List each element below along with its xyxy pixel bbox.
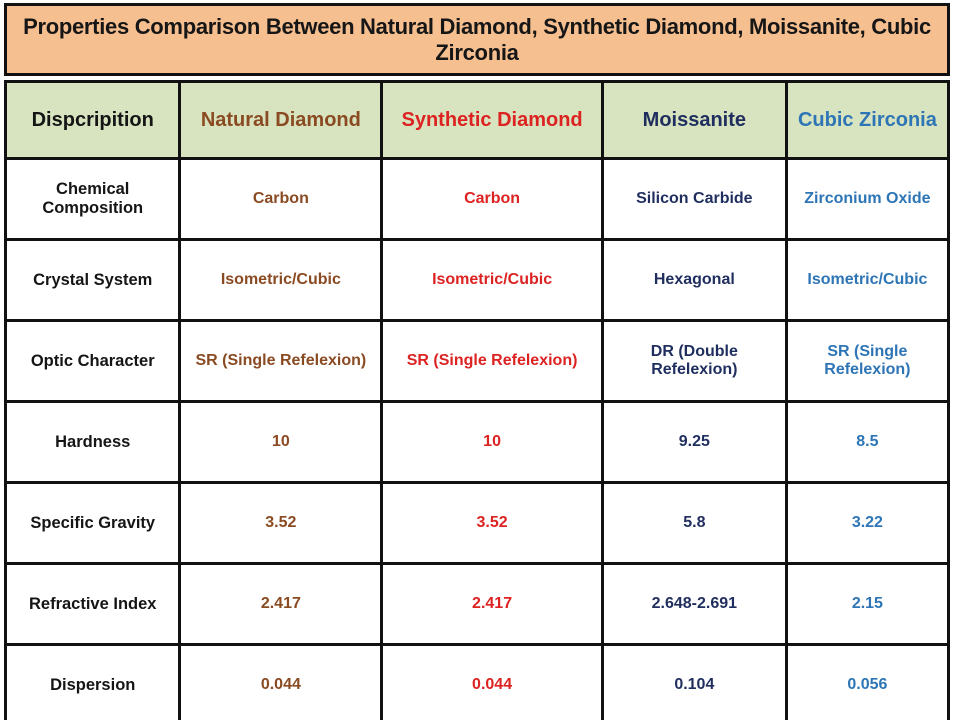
page-title: Properties Comparison Between Natural Di… xyxy=(23,13,931,65)
value-cell: 2.648-2.691 xyxy=(600,562,788,646)
value-cell: Hexagonal xyxy=(600,238,788,322)
property-name-cell: Refractive Index xyxy=(3,562,182,646)
table-row: Chemical Composition Carbon Carbon Silicon … xyxy=(3,157,951,241)
column-header: Moissanite xyxy=(600,80,788,160)
value-cell: Carbon xyxy=(178,157,384,241)
table-row: Specific Gravity 3.52 3.52 5.8 3.22 xyxy=(3,481,951,565)
table-header-row: Dispcripition Natural Diamond Synthetic … xyxy=(3,80,951,160)
property-name-cell: Chemical Composition xyxy=(3,157,182,241)
property-name-cell: Specific Gravity xyxy=(3,481,182,565)
property-name-cell: Hardness xyxy=(3,400,182,484)
table-row: Crystal System Isometric/Cubic Isometric/C… xyxy=(3,238,951,322)
table-body: Chemical Composition Carbon Carbon Silicon … xyxy=(3,157,951,720)
value-cell: Silicon Carbide xyxy=(600,157,788,241)
column-header: Cubic Zirconia xyxy=(784,80,951,160)
table-row: Hardness 10 10 9.25 8.5 xyxy=(3,400,951,484)
table-row: Dispersion 0.044 0.044 0.104 0.056 xyxy=(3,643,951,720)
value-cell: 0.056 xyxy=(784,643,951,720)
column-header: Synthetic Diamond xyxy=(380,80,604,160)
value-cell: SR (Single Refelexion) xyxy=(380,319,604,403)
value-cell: 10 xyxy=(178,400,384,484)
properties-comparison-table: Dispcripition Natural Diamond Synthetic … xyxy=(3,80,951,720)
value-cell: Isometric/Cubic xyxy=(380,238,604,322)
value-cell: 5.8 xyxy=(600,481,788,565)
value-cell: 3.52 xyxy=(380,481,604,565)
property-name-cell: Dispersion xyxy=(3,643,182,720)
value-cell: 0.104 xyxy=(600,643,788,720)
value-cell: 10 xyxy=(380,400,604,484)
value-cell: 2.417 xyxy=(178,562,384,646)
value-cell: 0.044 xyxy=(178,643,384,720)
title-bar: Properties Comparison Between Natural Di… xyxy=(4,3,950,76)
column-header: Dispcripition xyxy=(3,80,182,160)
value-cell: 0.044 xyxy=(380,643,604,720)
value-cell: 3.52 xyxy=(178,481,384,565)
column-header: Natural Diamond xyxy=(178,80,384,160)
value-cell: 9.25 xyxy=(600,400,788,484)
value-cell: 2.417 xyxy=(380,562,604,646)
property-name-cell: Crystal System xyxy=(3,238,182,322)
value-cell: 2.15 xyxy=(784,562,951,646)
value-cell: SR (Single Refelexion) xyxy=(178,319,384,403)
value-cell: SR (Single Refelexion) xyxy=(784,319,951,403)
value-cell: Isometric/Cubic xyxy=(784,238,951,322)
table-row: Optic Character SR (Single Refelexion) SR … xyxy=(3,319,951,403)
property-name-cell: Optic Character xyxy=(3,319,182,403)
value-cell: Carbon xyxy=(380,157,604,241)
value-cell: Isometric/Cubic xyxy=(178,238,384,322)
value-cell: 3.22 xyxy=(784,481,951,565)
value-cell: DR (Double Refelexion) xyxy=(600,319,788,403)
value-cell: Zirconium Oxide xyxy=(784,157,951,241)
value-cell: 8.5 xyxy=(784,400,951,484)
table-row: Refractive Index 2.417 2.417 2.648-2.691 2.1… xyxy=(3,562,951,646)
